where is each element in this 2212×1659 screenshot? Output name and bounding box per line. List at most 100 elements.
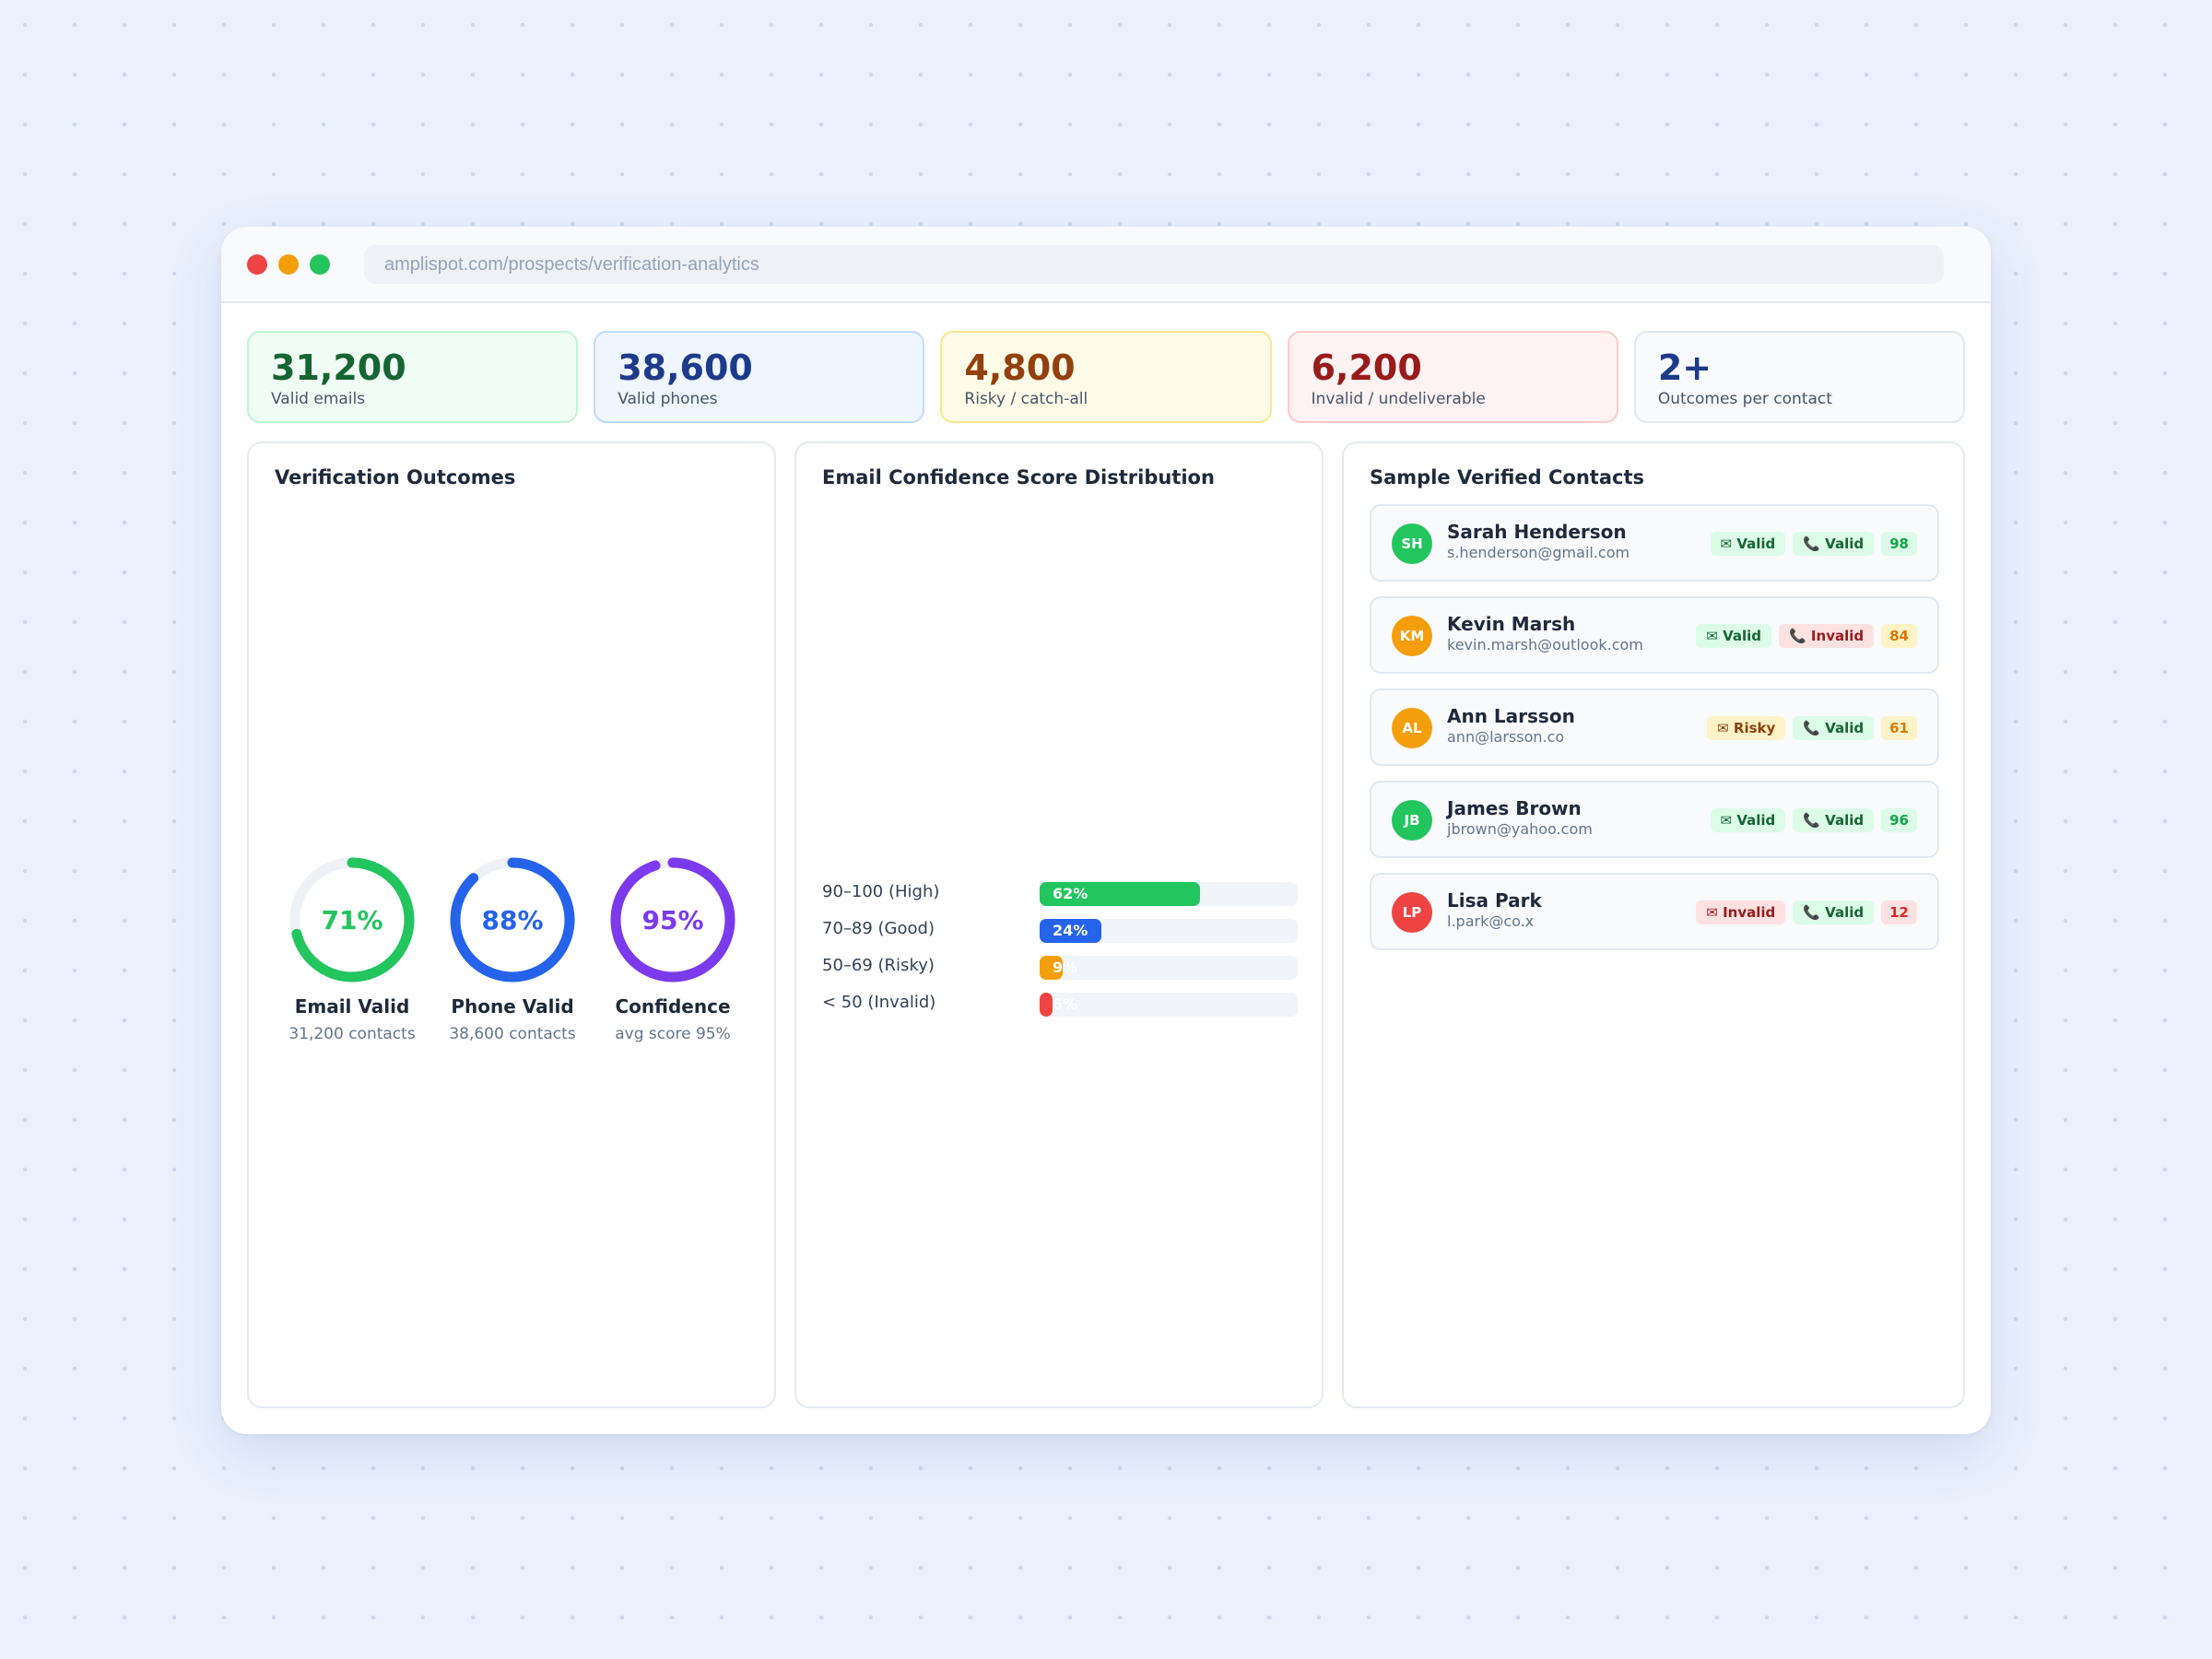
donut-sublabel: avg score 95% [615,1025,731,1043]
distribution-row: < 50 (Invalid) 5% [822,987,1298,1024]
distribution-row: 70–89 (Good) 24% [822,913,1298,950]
distribution-track: 5% [1040,993,1298,1017]
score-badge: 84 [1881,624,1917,648]
donut-chart: 88% [450,857,575,982]
avatar: AL [1392,708,1432,748]
status-badges: ✉ Invalid 📞 Valid 12 [1696,900,1917,924]
distribution-bar: 24% [1040,919,1102,943]
email-status-badge: ✉ Invalid [1696,900,1786,924]
status-badges: ✉ Valid 📞 Invalid 84 [1696,624,1917,648]
score-badge: 61 [1881,716,1917,740]
donut-arc [450,857,575,982]
stat-value: 38,600 [618,347,753,388]
distribution-bar: 62% [1040,882,1200,906]
status-badges: ✉ Valid 📞 Valid 98 [1710,532,1917,556]
panel-title: Email Confidence Score Distribution [822,466,1215,488]
distribution-bars: 90–100 (High) 62% 70–89 (Good) 24% 50–69 (Ri… [822,877,1298,1024]
verification-outcomes-panel: Verification Outcomes 71% Email Valid 31,2… [247,441,776,1408]
stat-label: Risky / catch-all [964,390,1088,408]
donut-group: 71% Email Valid 31,200 contacts 88% Phone Va… [286,853,739,1043]
stat-label: Outcomes per contact [1657,390,1832,408]
email-status-badge: ✉ Valid [1696,624,1772,648]
donut-label: Email Valid [294,995,410,1018]
donut-percent: 71% [321,905,382,935]
donut-arc [289,857,415,982]
contact-list: SH Sarah Henderson s.henderson@gmail.com ✉ … [1370,504,1939,965]
stat-value: 4,800 [964,347,1076,388]
donut-label: Confidence [615,995,731,1018]
donut-chart: 71% [289,857,415,982]
status-badges: ✉ Valid 📞 Valid 96 [1710,808,1917,832]
stat-value: 31,200 [271,347,406,388]
contact-card[interactable]: SH Sarah Henderson s.henderson@gmail.com ✉ … [1370,504,1939,582]
contact-email: ann@larsson.co [1447,728,1565,746]
distribution-label: < 50 (Invalid) [822,993,936,1012]
email-status-badge: ✉ Valid [1710,532,1786,556]
phone-status-badge: 📞 Valid [1793,900,1875,924]
donut-email-valid: 71% Email Valid 31,200 contacts [286,853,418,1043]
donut-percent: 88% [481,905,543,935]
stat-card-risky: 4,800 Risky / catch-all [940,331,1272,423]
stat-card-valid-emails: 31,200 Valid emails [247,331,579,423]
distribution-label: 70–89 (Good) [822,919,935,938]
browser-window: amplispot.com/prospects/verification-ana… [221,227,1991,1434]
donut-confidence: 95% Confidence avg score 95% [606,853,739,1043]
donut-arc [610,857,735,982]
contact-email: s.henderson@gmail.com [1447,544,1630,561]
contact-name: Kevin Marsh [1447,613,1576,635]
contact-card[interactable]: AL Ann Larsson ann@larsson.co ✉ Risky 📞 Vali… [1370,688,1939,766]
phone-status-badge: 📞 Invalid [1779,624,1875,648]
score-badge: 12 [1881,900,1917,924]
score-badge: 96 [1881,808,1917,832]
contact-name: Ann Larsson [1447,705,1575,727]
minimize-window-button[interactable] [278,254,299,275]
donut-label: Phone Valid [451,995,574,1018]
contact-card[interactable]: JB James Brown jbrown@yahoo.com ✉ Valid 📞 Va… [1370,781,1939,858]
panel-title: Verification Outcomes [275,466,516,488]
avatar: LP [1392,892,1432,933]
distribution-track: 24% [1040,919,1298,943]
distribution-value: 5% [1053,995,1078,1013]
distribution-value: 62% [1053,885,1088,902]
stat-label: Valid phones [618,390,718,408]
distribution-track: 9% [1040,956,1298,980]
distribution-label: 90–100 (High) [822,882,940,901]
stat-card-valid-phones: 38,600 Valid phones [594,331,925,423]
phone-status-badge: 📞 Valid [1793,532,1875,556]
distribution-track: 62% [1040,882,1298,906]
stat-label: Valid emails [271,390,366,408]
distribution-label: 50–69 (Risky) [822,956,935,975]
contact-name: Sarah Henderson [1447,521,1627,543]
contact-card[interactable]: KM Kevin Marsh kevin.marsh@outlook.com ✉ Va… [1370,596,1939,674]
browser-titlebar: amplispot.com/prospects/verification-ana… [221,227,1991,303]
status-badges: ✉ Risky 📞 Valid 61 [1707,716,1917,740]
distribution-value: 9% [1053,959,1078,976]
email-status-badge: ✉ Valid [1710,808,1786,832]
score-distribution-panel: Email Confidence Score Distribution 90–1… [794,441,1324,1408]
contact-name: Lisa Park [1447,889,1542,912]
distribution-row: 50–69 (Risky) 9% [822,950,1298,987]
donut-percent: 95% [641,905,703,935]
donut-phone-valid: 88% Phone Valid 38,600 contacts [446,853,579,1043]
distribution-bar: 5% [1040,993,1077,1017]
maximize-window-button[interactable] [310,254,330,275]
stats-row: 31,200 Valid emails 38,600 Valid phones … [247,331,1966,423]
distribution-value: 24% [1053,922,1088,939]
contact-card[interactable]: LP Lisa Park l.park@co.x ✉ Invalid 📞 Valid 12 [1370,873,1939,950]
contact-email: jbrown@yahoo.com [1447,820,1593,838]
stat-card-invalid: 6,200 Invalid / undeliverable [1287,331,1618,423]
avatar: JB [1392,800,1432,841]
address-bar[interactable]: amplispot.com/prospects/verification-ana… [364,245,1944,284]
distribution-bar: 9% [1040,956,1077,980]
donut-sublabel: 31,200 contacts [288,1025,416,1043]
avatar: SH [1392,524,1432,564]
donut-sublabel: 38,600 contacts [449,1025,576,1043]
close-window-button[interactable] [247,254,267,275]
stat-card-outcomes: 2+ Outcomes per contact [1633,331,1966,423]
avatar: KM [1392,616,1432,656]
phone-status-badge: 📞 Valid [1793,808,1875,832]
phone-status-badge: 📞 Valid [1793,716,1875,740]
contact-email: l.park@co.x [1447,912,1535,930]
contact-email: kevin.marsh@outlook.com [1447,636,1643,653]
score-badge: 98 [1881,532,1917,556]
